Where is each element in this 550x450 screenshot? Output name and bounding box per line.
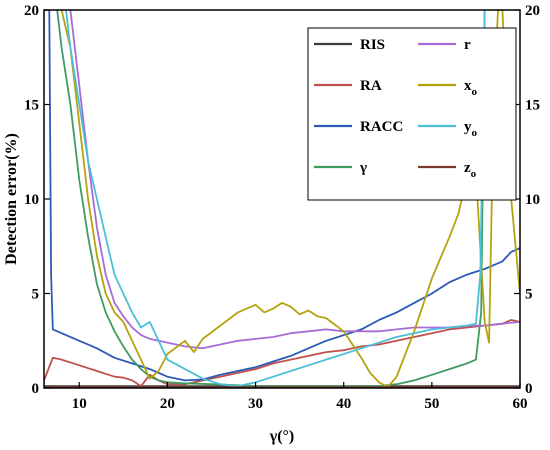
- legend-label: γ: [359, 160, 367, 176]
- y-tick-label: 0: [32, 381, 40, 397]
- legend-label: zo: [464, 160, 477, 180]
- x-tick-label: 40: [336, 396, 351, 412]
- y-tick-label: 20: [24, 3, 39, 19]
- series-line-5: [69, 10, 520, 350]
- y-right-tick-label: 10: [525, 192, 540, 208]
- y-tick-label: 10: [24, 192, 39, 208]
- series-line-2: [44, 319, 520, 388]
- series-line-4: [56, 10, 486, 388]
- legend-box: [307, 27, 517, 201]
- legend-label: RA: [360, 78, 382, 94]
- legend-label: xo: [464, 78, 478, 98]
- legend: RIS RA RACC γ r xo yo zo: [307, 27, 517, 201]
- series-line-7: [65, 10, 486, 388]
- legend-label: r: [464, 37, 471, 53]
- y-right-tick-label: 0: [525, 381, 533, 397]
- y-right-tick-label: 5: [525, 287, 533, 303]
- x-axis-label: γ(°): [269, 428, 295, 445]
- y-right-tick-label: 20: [525, 3, 540, 19]
- x-tick-label: 50: [424, 396, 439, 412]
- x-tick-label: 60: [513, 396, 528, 412]
- x-tick-label: 20: [160, 396, 175, 412]
- legend-label: yo: [464, 119, 478, 139]
- y-right-tick-label: 15: [525, 98, 540, 114]
- legend-label: RACC: [360, 119, 403, 135]
- x-tick-label: 10: [72, 396, 87, 412]
- y-axis-label: Detection error(%): [3, 133, 20, 265]
- series-layer: [44, 10, 520, 388]
- y-tick-label: 15: [24, 98, 39, 114]
- series-line-3: [44, 10, 520, 382]
- x-tick-label: 30: [248, 396, 263, 412]
- legend-label: RIS: [360, 37, 385, 53]
- y-tick-label: 5: [32, 287, 40, 303]
